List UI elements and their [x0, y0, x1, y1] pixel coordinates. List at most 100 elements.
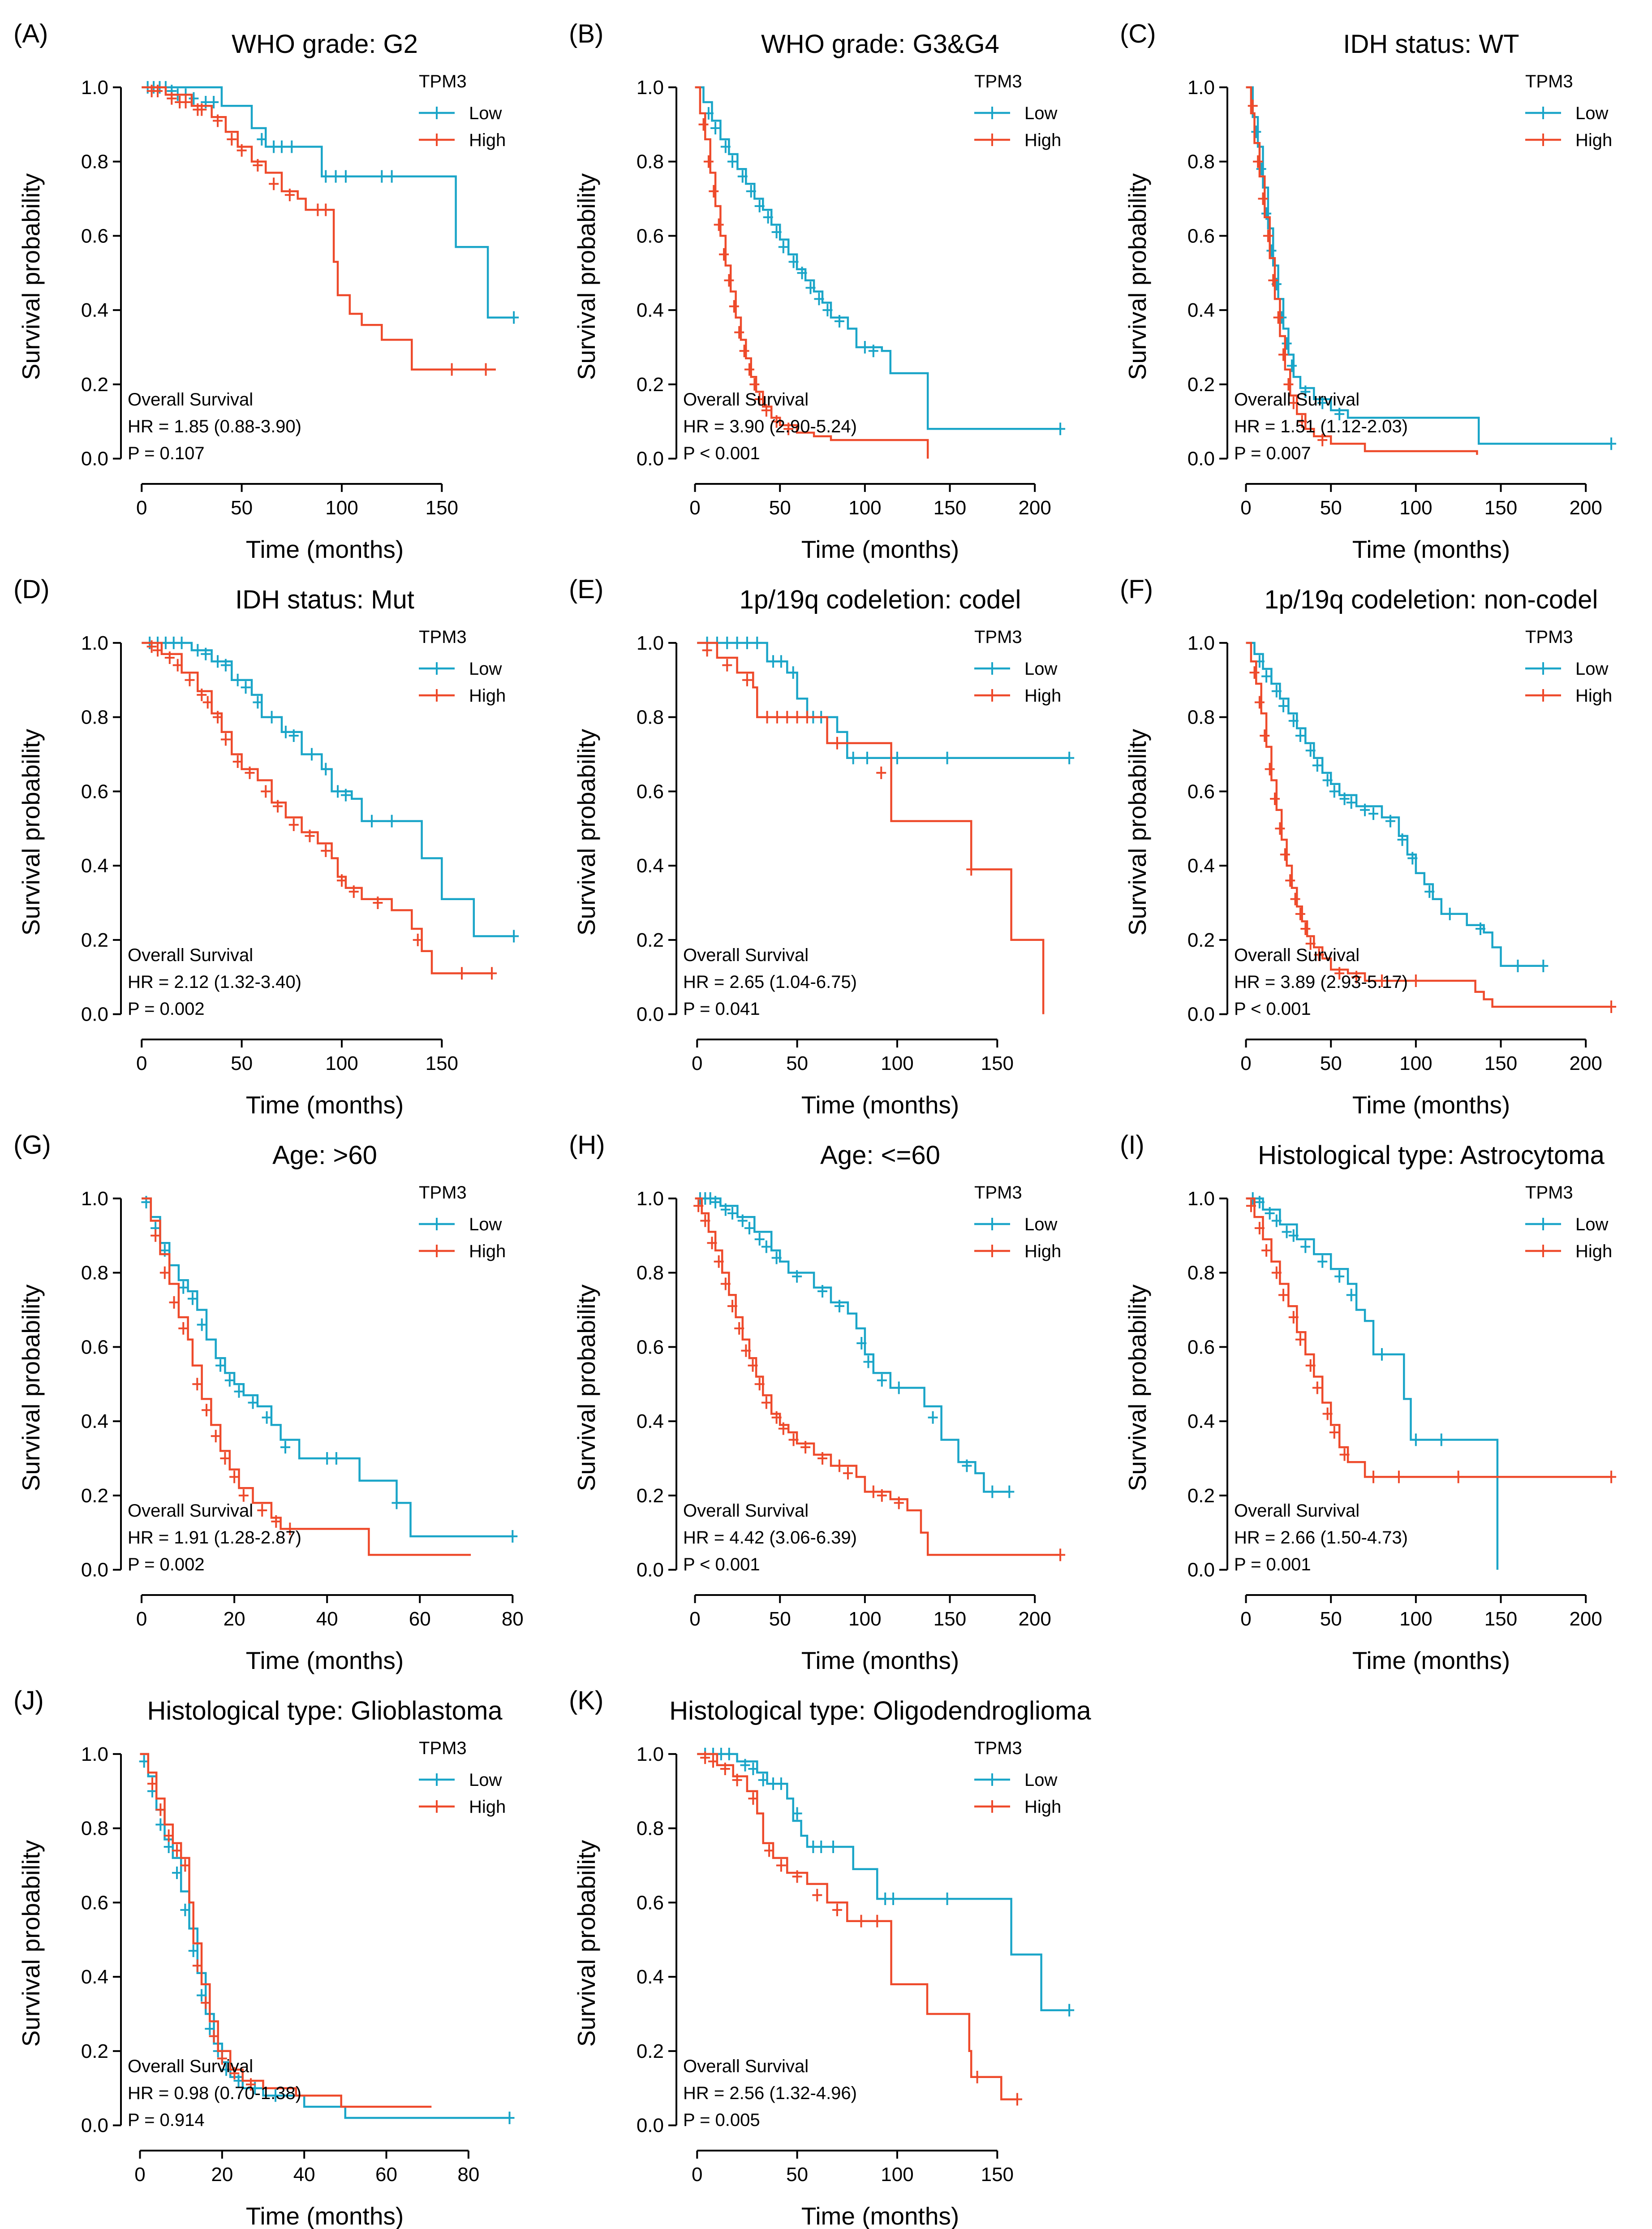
- x-tick-label: 0: [1240, 1052, 1251, 1074]
- legend-label-high: High: [1024, 130, 1061, 150]
- censor-mark-high: [229, 2067, 240, 2080]
- censor-mark-high: [817, 1452, 828, 1465]
- censor-mark-low: [322, 1452, 332, 1465]
- censor-mark-high: [1351, 970, 1362, 983]
- censor-mark-high: [271, 1515, 281, 1528]
- censor-mark-high: [1278, 1289, 1288, 1302]
- legend-label-low: Low: [1575, 659, 1608, 679]
- censor-mark-low: [748, 1763, 758, 1776]
- censor-mark-high: [832, 737, 842, 750]
- x-tick-label: 20: [211, 2164, 233, 2186]
- y-axis-label: Survival probability: [572, 729, 600, 936]
- legend-label-low: Low: [1024, 1770, 1057, 1790]
- stat-annotation: Overall Survival: [1234, 945, 1359, 965]
- y-tick-label: 0.2: [1187, 1485, 1215, 1507]
- censor-mark-high: [202, 696, 213, 709]
- x-tick-label: 0: [134, 2164, 145, 2186]
- censor-mark-high: [972, 2070, 982, 2083]
- censor-mark-high: [1377, 974, 1387, 987]
- censor-mark-low: [306, 748, 317, 761]
- censor-mark-high: [261, 785, 271, 798]
- censor-mark-high: [1261, 1244, 1272, 1257]
- censor-mark-high: [197, 103, 207, 116]
- censor-mark-high: [1295, 1333, 1305, 1346]
- censor-mark-low: [1377, 1348, 1387, 1361]
- panel-7: (H) Age: <=60 Survival probability Time (mo…: [569, 1130, 1066, 1674]
- x-tick-label: 150: [426, 497, 458, 519]
- legend-title: TPM3: [419, 72, 467, 91]
- censor-mark-low: [877, 1374, 887, 1387]
- censor-mark-low: [817, 1285, 828, 1298]
- y-axis-label: Survival probability: [1123, 173, 1151, 380]
- y-tick-label: 0.2: [1187, 929, 1215, 951]
- censor-mark-high: [147, 1777, 157, 1790]
- censor-mark-low: [288, 729, 299, 742]
- legend-label-low: Low: [1024, 1215, 1057, 1234]
- y-tick-label: 0.0: [1187, 1004, 1215, 1026]
- y-axis-label: Survival probability: [572, 1284, 600, 1491]
- censor-mark-low: [1407, 852, 1418, 865]
- km-curve-high: [140, 1753, 432, 2108]
- x-tick-label: 60: [375, 2164, 397, 2186]
- censor-mark-low: [1346, 1289, 1356, 1302]
- x-tick-label: 150: [1484, 497, 1517, 519]
- censor-mark-low: [778, 241, 788, 254]
- censor-mark-high: [741, 1344, 751, 1357]
- x-tick-label: 60: [409, 1608, 431, 1630]
- censor-mark-high: [1012, 2093, 1022, 2106]
- censor-mark-low: [253, 696, 263, 709]
- censor-mark-low: [267, 711, 277, 724]
- panel-6: (G) Age: >60 Survival probability Time (mon…: [13, 1130, 524, 1674]
- censor-mark-high: [172, 1844, 182, 1857]
- y-tick-label: 1.0: [81, 1188, 108, 1210]
- x-tick-label: 200: [1569, 497, 1602, 519]
- censor-mark-high: [1411, 974, 1421, 987]
- stat-annotation: P = 0.005: [683, 2110, 760, 2130]
- censor-mark-low: [1334, 408, 1345, 421]
- censor-mark-high: [739, 345, 749, 358]
- stat-annotation: Overall Survival: [1234, 1501, 1359, 1521]
- censor-mark-high: [783, 423, 794, 435]
- censor-mark-high: [754, 1378, 765, 1391]
- panel-letter: (H): [569, 1130, 605, 1160]
- censor-mark-low: [1385, 815, 1395, 828]
- y-tick-label: 1.0: [1187, 1188, 1215, 1210]
- censor-mark-high: [1288, 397, 1299, 410]
- y-tick-label: 0.8: [81, 707, 108, 729]
- y-tick-label: 0.4: [81, 299, 108, 321]
- censor-mark-low: [209, 96, 219, 109]
- censor-mark-high: [305, 829, 315, 842]
- censor-mark-high: [1322, 1407, 1333, 1420]
- censor-mark-high: [1300, 922, 1311, 935]
- censor-mark-high: [164, 651, 175, 664]
- y-tick-label: 0.6: [81, 780, 108, 802]
- censor-mark-high: [724, 274, 734, 287]
- censor-mark-high: [1606, 1000, 1617, 1013]
- x-tick-label: 150: [981, 1052, 1014, 1074]
- y-tick-label: 0.0: [81, 1004, 108, 1026]
- y-tick-label: 0.0: [1187, 1559, 1215, 1581]
- censor-mark-low: [1300, 385, 1311, 398]
- y-tick-label: 0.2: [637, 1485, 664, 1507]
- stat-annotation: P = 0.914: [128, 2110, 205, 2130]
- stat-annotation: Overall Survival: [128, 1501, 253, 1521]
- legend-title: TPM3: [974, 627, 1022, 647]
- km-curve-low: [1246, 1197, 1499, 1570]
- censor-mark-low: [321, 763, 331, 776]
- panel-title: Age: >60: [272, 1141, 377, 1170]
- censor-mark-low: [508, 1530, 518, 1543]
- censor-mark-low: [1317, 397, 1328, 410]
- censor-mark-high: [1055, 1548, 1066, 1561]
- km-curve-low: [142, 86, 514, 319]
- stat-annotation: HR = 2.66 (1.50-4.73): [1234, 1528, 1408, 1548]
- legend-label-low: Low: [1575, 103, 1608, 123]
- y-tick-label: 0.2: [81, 2040, 108, 2062]
- censor-mark-high: [202, 1404, 211, 1417]
- censor-mark-high: [1275, 822, 1285, 835]
- panel-title: Histological type: Astrocytoma: [1258, 1141, 1605, 1170]
- censor-mark-low: [248, 1396, 258, 1409]
- censor-mark-low: [205, 2022, 215, 2035]
- censor-mark-high: [1368, 1470, 1379, 1483]
- km-curve-low: [1246, 642, 1544, 967]
- y-tick-label: 0.0: [81, 448, 108, 470]
